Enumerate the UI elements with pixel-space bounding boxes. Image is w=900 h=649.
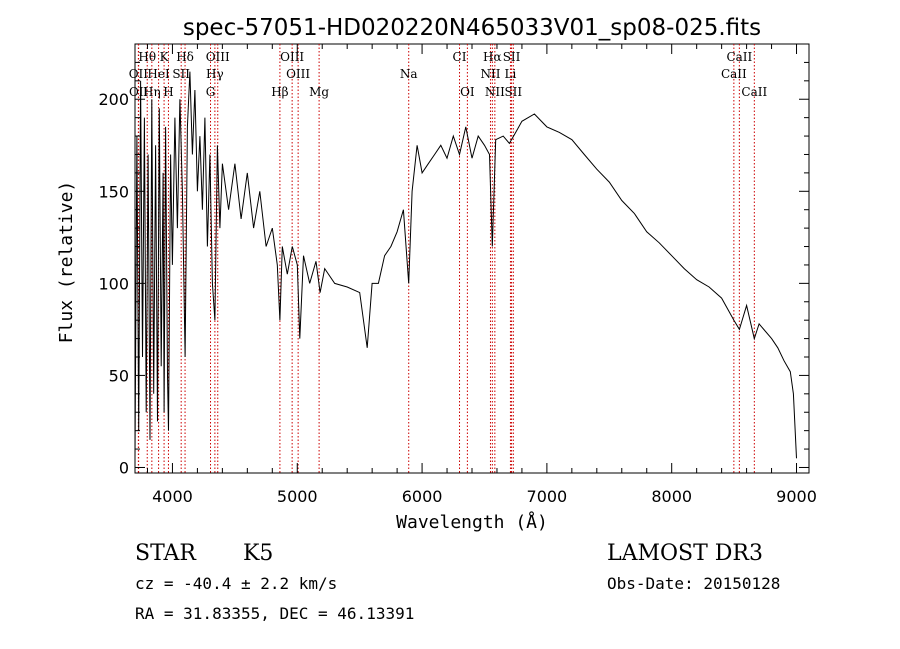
line-marker-label-4: OIII — [280, 50, 304, 64]
line-marker-label-11: SII — [172, 67, 190, 81]
line-marker-label-7: SII — [503, 50, 521, 64]
spectrum-line-0 — [134, 71, 797, 459]
line-marker-label-24: OI — [460, 85, 475, 99]
line-marker-label-6: Hα — [483, 50, 502, 64]
line-marker-label-2: Hδ — [176, 50, 194, 64]
chart-title: spec-57051-HD020220N465033V01_sp08-025.f… — [183, 15, 761, 41]
object-class: STAR — [135, 541, 197, 566]
line-marker-label-27: CaII — [741, 85, 767, 99]
subclass: K5 — [243, 541, 273, 566]
line-marker-label-9: OII — [129, 67, 149, 81]
line-marker-label-26: SII — [504, 85, 522, 99]
line-markers — [137, 44, 755, 473]
line-marker-label-14: Na — [400, 67, 418, 81]
line-marker-label-20: H — [163, 85, 173, 99]
line-marker-label-21: G — [206, 85, 216, 99]
coordinates: RA = 31.83355, DEC = 46.13391 — [135, 604, 414, 623]
y-tick-label-200: 200 — [98, 90, 129, 109]
x-axis-ticks: 4000 5000 6000 7000 8000 9000 — [146, 44, 817, 506]
y-tick-label-0: 0 — [119, 458, 129, 477]
y-tick-label-100: 100 — [98, 274, 129, 293]
x-axis-label: Wavelength (Å) — [396, 511, 548, 533]
line-marker-label-25: NII — [485, 85, 505, 99]
x-tick-label-4000: 4000 — [152, 487, 193, 506]
x-tick-label-8000: 8000 — [651, 487, 692, 506]
redshift-value: cz = -40.4 ± 2.2 km/s — [135, 574, 337, 593]
line-marker-label-15: NII — [480, 67, 500, 81]
x-tick-label-5000: 5000 — [277, 487, 318, 506]
line-marker-label-3: OIII — [206, 50, 230, 64]
line-marker-label-23: Mg — [309, 85, 329, 99]
spectrum-series — [134, 71, 797, 459]
observation-date: Obs-Date: 20150128 — [607, 574, 780, 593]
line-marker-label-19: Hη — [143, 85, 161, 99]
y-axis-ticks: 0 50 100 150 200 — [98, 61, 809, 477]
x-tick-label-7000: 7000 — [527, 487, 568, 506]
y-axis-label: Flux (relative) — [56, 181, 77, 344]
line-marker-label-18: OII — [129, 85, 149, 99]
line-marker-label-16: Li — [505, 67, 517, 81]
line-marker-label-13: OIII — [286, 67, 310, 81]
x-tick-label-6000: 6000 — [402, 487, 443, 506]
line-marker-label-22: Hβ — [271, 85, 288, 99]
y-tick-label-150: 150 — [98, 182, 129, 201]
line-marker-label-5: CI — [453, 50, 467, 64]
line-marker-label-0: Hθ — [138, 50, 156, 64]
line-marker-label-10: HeI — [147, 67, 170, 81]
line-marker-label-1: K — [160, 50, 170, 64]
survey-name: LAMOST DR3 — [607, 541, 763, 566]
plot-frame — [134, 43, 810, 474]
line-marker-label-12: Hγ — [206, 67, 224, 81]
line-marker-label-17: CaII — [721, 67, 747, 81]
x-tick-label-9000: 9000 — [776, 487, 817, 506]
y-tick-label-50: 50 — [109, 366, 129, 385]
line-marker-label-8: CaII — [726, 50, 752, 64]
